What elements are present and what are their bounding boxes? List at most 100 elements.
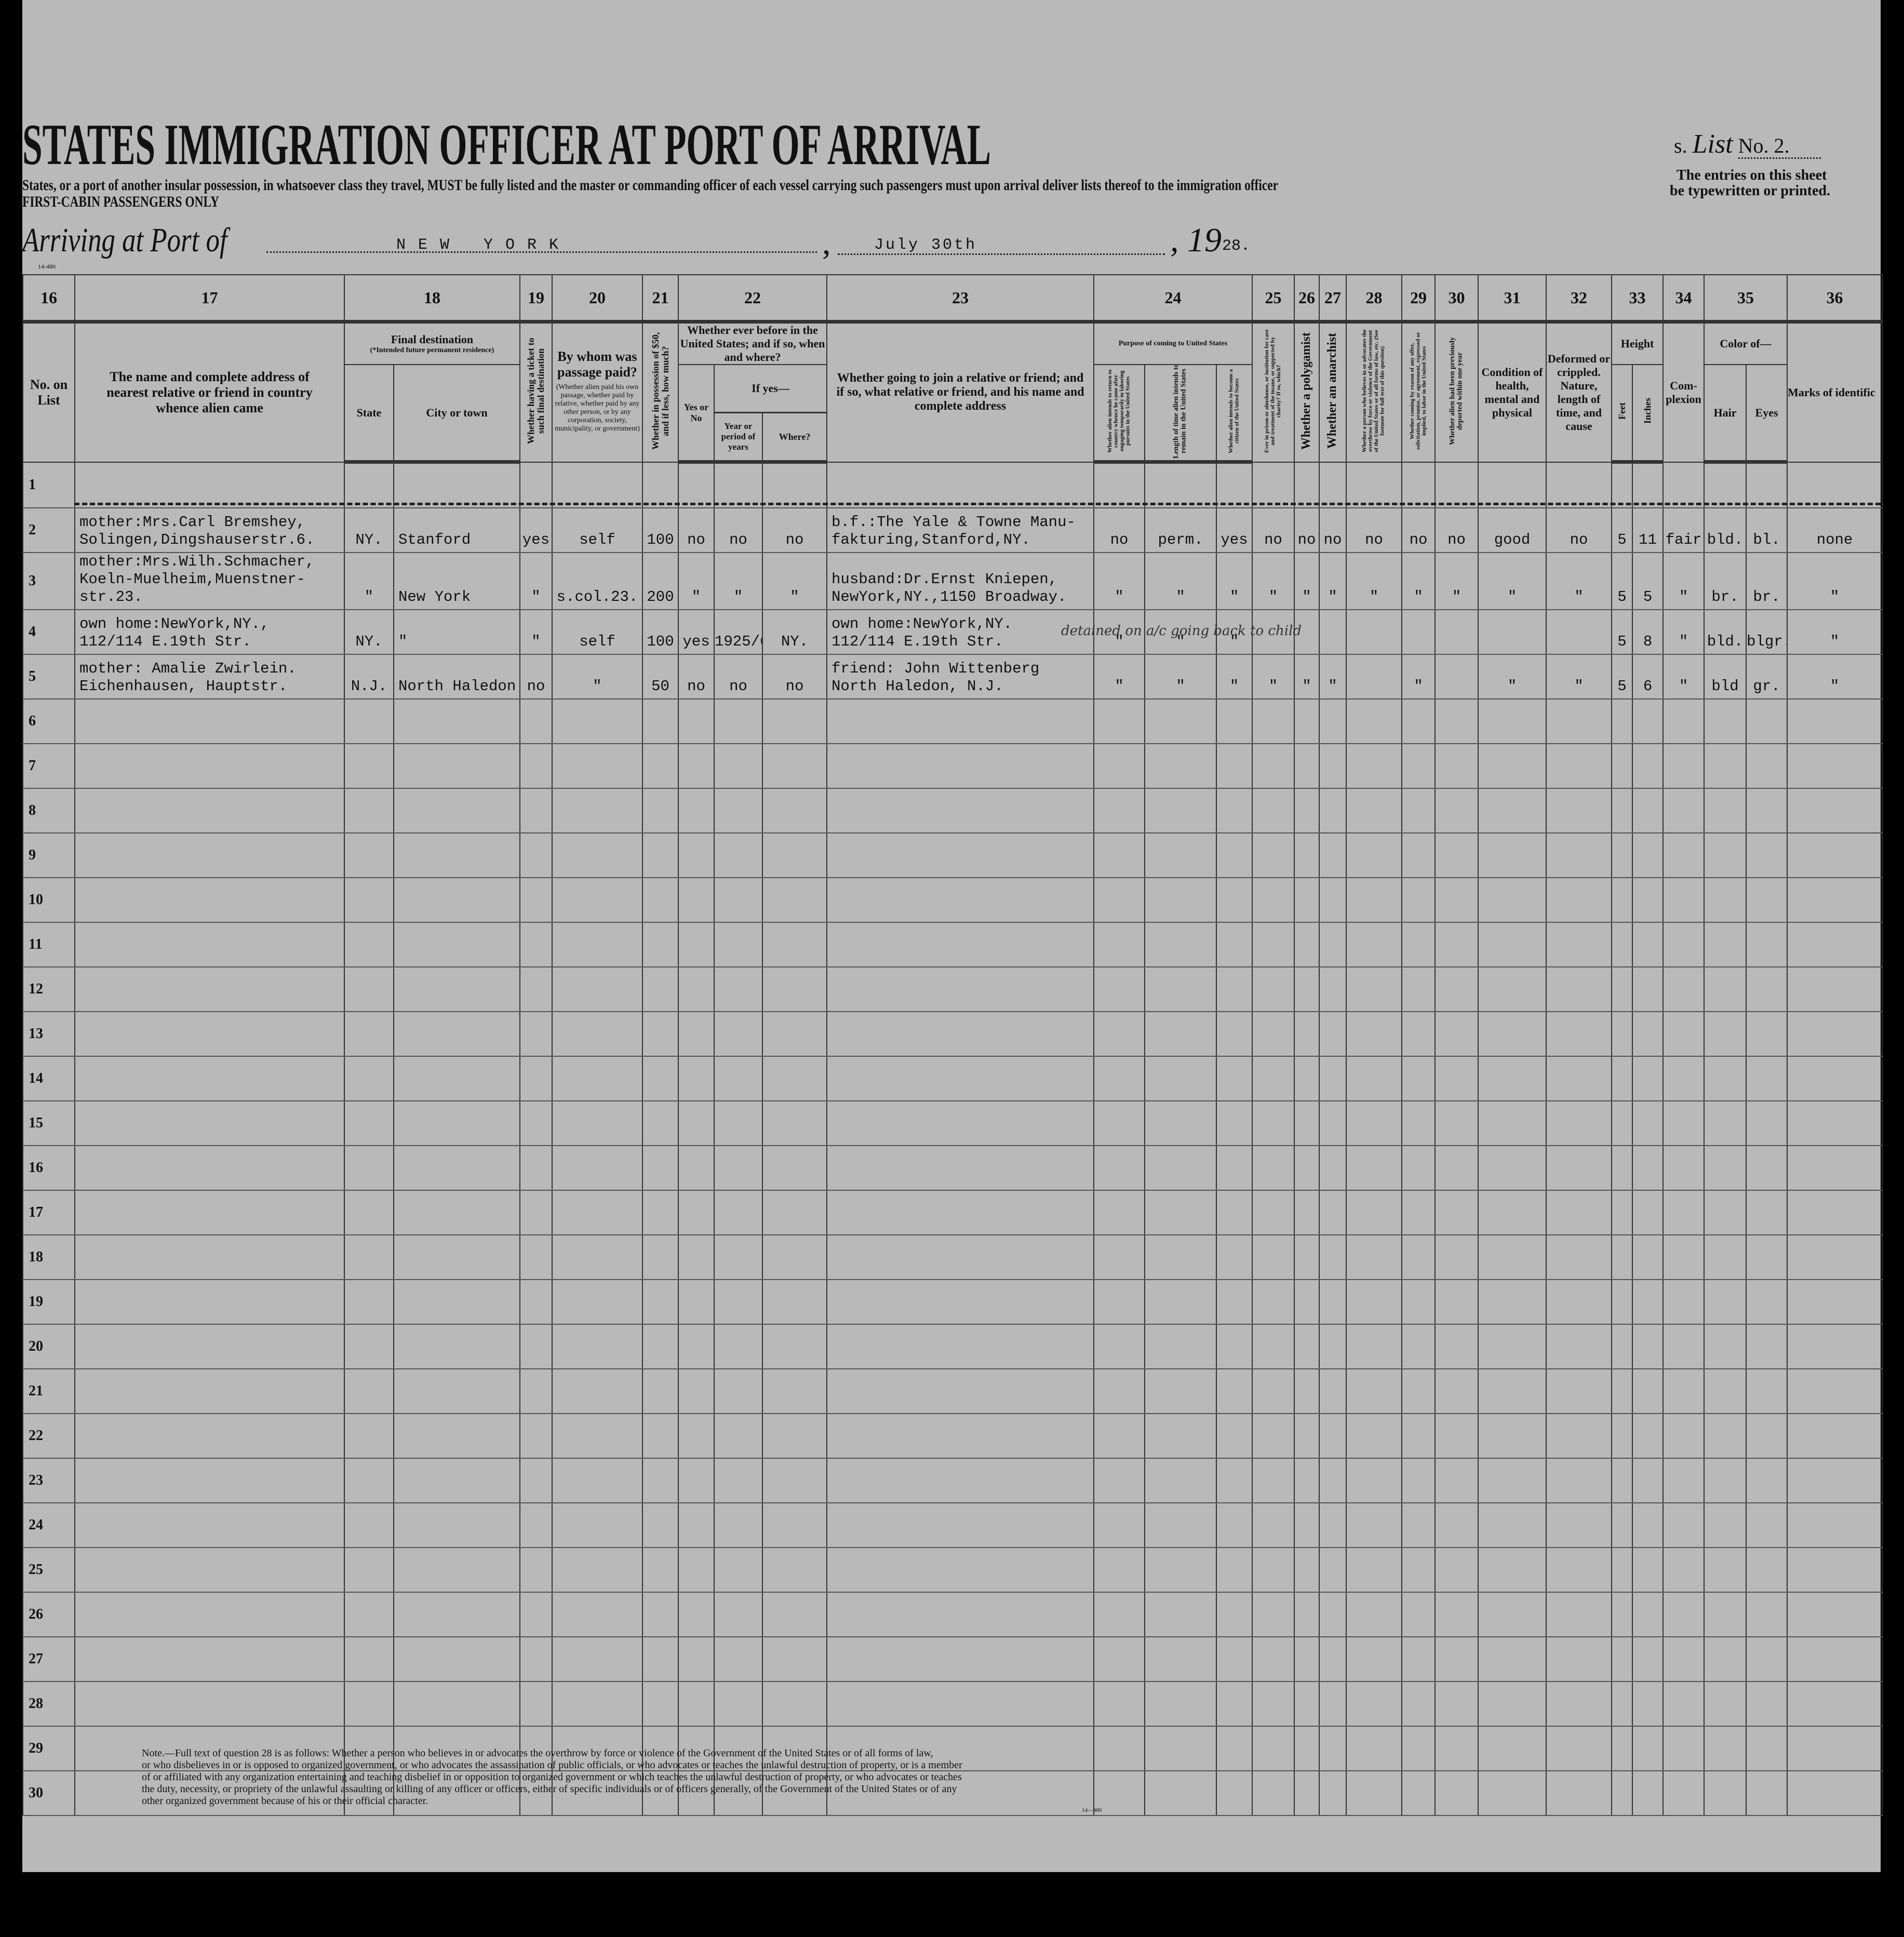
cell-purpose-length [1144,1458,1217,1503]
cell-purpose-citizen: yes [1216,507,1253,553]
header-row: No. on List The name and complete addres… [22,321,1883,463]
cell-nearest-relative [74,1726,345,1771]
cell-eye-color [1746,832,1788,878]
cell-ticket [519,1413,553,1459]
cell-height-feet [1611,1726,1633,1771]
cell-polygamist [1294,1324,1320,1369]
nearest-relative-line: mother:Mrs.Carl Bremshey, [79,514,306,531]
header-feet: Feet [1611,364,1633,464]
cell-health [1478,1726,1547,1771]
cell-deported [1434,1770,1479,1816]
cell-before-where [761,1190,828,1235]
cell-deported [1434,609,1479,655]
cell-passage-paid [552,1100,643,1146]
cell-before-year [714,1145,763,1191]
cell-hair-color: bld. [1704,507,1747,553]
cell-labor-offer [1401,1458,1436,1503]
cell-height-inches [1632,1458,1664,1503]
cell-ticket: no [519,654,553,700]
cell-deformed [1546,1145,1613,1191]
header-color: Color of— [1704,321,1788,365]
row-number: 2 [22,507,75,553]
cell-deformed [1546,966,1613,1012]
row-number: 28 [22,1681,75,1727]
cell-complexion [1662,1681,1705,1727]
cell-passage-paid: s.col.23. [552,552,643,610]
table-row: 26 [22,1592,1883,1637]
cell-purpose-return [1093,1681,1146,1727]
cell-state: NY. [344,609,394,655]
cell-before-yes-no [678,1100,715,1146]
cell-purpose-length [1144,877,1217,923]
cell-state [344,877,394,923]
cell-anarchist [1319,1100,1347,1146]
cell-prison [1252,698,1295,744]
cell-anarchist: " [1319,654,1347,700]
cell-deformed [1546,1413,1613,1459]
cell-state [344,1190,394,1235]
cell-before-where [761,1592,828,1637]
cell-purpose-citizen [1216,1592,1253,1637]
cell-before-where [761,1324,828,1369]
cell-before-year [714,1547,763,1593]
cell-deformed [1546,461,1613,508]
cell-before-where [761,1726,828,1771]
cell-purpose-length [1144,1234,1217,1280]
cell-purpose-length [1144,1190,1217,1235]
cell-anarchist [1319,1681,1347,1727]
cell-city [393,1592,520,1637]
cell-health [1478,1770,1547,1816]
cell-deformed [1546,1502,1613,1548]
cell-money [642,1368,679,1414]
cell-question-28 [1346,1011,1403,1057]
cell-labor-offer [1401,461,1436,508]
cell-height-feet [1611,1100,1633,1146]
cell-ticket [519,1368,553,1414]
cell-purpose-return [1093,461,1146,508]
cell-deported [1434,1458,1479,1503]
cell-purpose-return [1093,1636,1146,1682]
joining-line: own home:NewYork,NY. [832,615,1013,633]
cell-marks [1787,1770,1883,1816]
cell-purpose-return [1093,788,1146,833]
cell-height-inches [1632,1324,1664,1369]
cell-marks [1787,1368,1883,1414]
cell-height-feet [1611,1770,1633,1816]
cell-joining [826,1056,1095,1101]
cell-city [393,966,520,1012]
cell-before-year [714,1056,763,1101]
cell-labor-offer [1401,1324,1436,1369]
cell-before-year: 1925/6 [714,609,763,655]
cell-eye-color [1746,698,1788,744]
cell-deformed [1546,1770,1613,1816]
cell-nearest-relative [74,1502,345,1548]
cell-height-inches [1632,1681,1664,1727]
cell-before-yes-no [678,743,715,789]
cell-height-feet [1611,1190,1633,1235]
cell-purpose-citizen [1216,1502,1253,1548]
cell-purpose-return [1093,1145,1146,1191]
table-row: 13 [22,1011,1883,1057]
cell-marks [1787,1190,1883,1235]
cell-hair-color [1704,788,1747,833]
cell-hair-color [1704,1100,1747,1146]
cell-prison [1252,1324,1295,1369]
cell-before-yes-no [678,698,715,744]
cell-deported [1434,1502,1479,1548]
row-number: 13 [22,1011,75,1057]
cell-before-where [761,922,828,967]
cell-nearest-relative [74,1636,345,1682]
cell-labor-offer [1401,743,1436,789]
cell-question-28 [1346,1547,1403,1593]
cell-complexion [1662,461,1705,508]
cell-state [344,1324,394,1369]
cell-before-yes-no [678,1011,715,1057]
passenger-rows: 1 2 mother:Mrs.Carl Bremshey, Solingen,Ding… [22,461,1883,1816]
cell-marks: " [1787,552,1883,610]
anarchist-label: Whether an anarchist [1325,333,1339,449]
cell-city [393,1458,520,1503]
cell-ticket [519,743,553,789]
header-marks: Marks of identific [1787,321,1883,463]
cell-deported [1434,1056,1479,1101]
cell-hair-color [1704,1234,1747,1280]
